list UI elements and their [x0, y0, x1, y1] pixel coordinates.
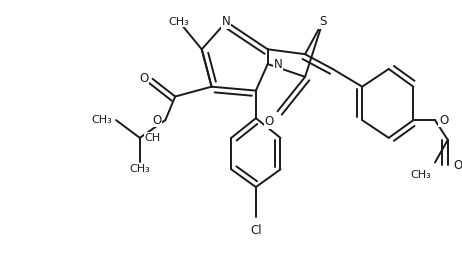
Text: O: O	[152, 114, 161, 127]
Text: CH₃: CH₃	[410, 170, 431, 180]
Text: Cl: Cl	[250, 224, 261, 237]
Text: O: O	[439, 114, 448, 127]
Text: O: O	[454, 159, 462, 172]
Text: CH₃: CH₃	[91, 115, 112, 125]
Text: CH: CH	[145, 133, 161, 143]
Text: O: O	[264, 115, 274, 128]
Text: CH₃: CH₃	[129, 164, 150, 174]
Text: N: N	[274, 58, 282, 70]
Text: CH₃: CH₃	[169, 17, 189, 27]
Text: N: N	[222, 15, 231, 28]
Text: S: S	[319, 15, 327, 28]
Text: O: O	[140, 72, 149, 85]
